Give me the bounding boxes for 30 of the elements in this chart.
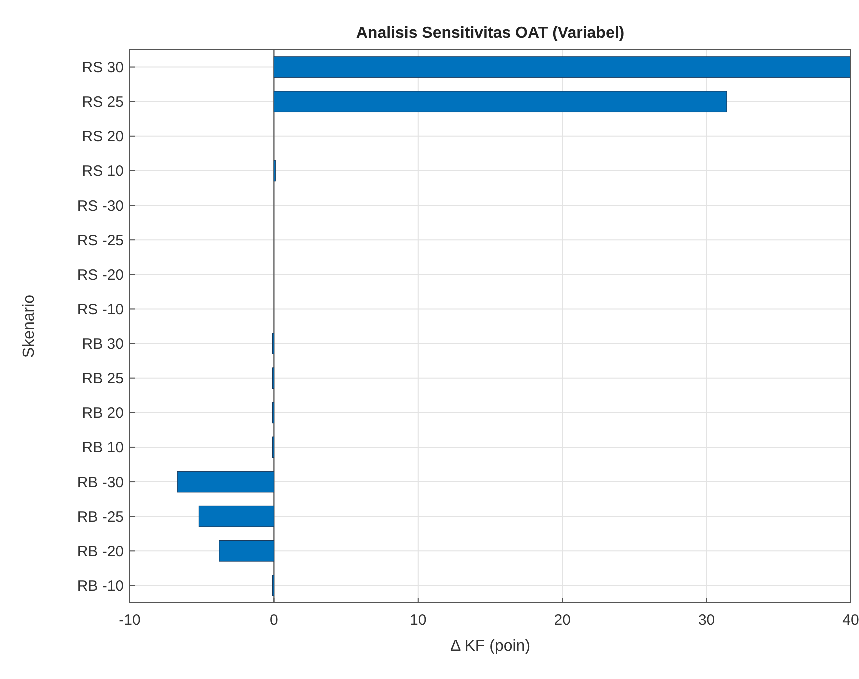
bar xyxy=(177,471,274,493)
y-tick-label: RS -20 xyxy=(77,266,124,284)
y-tick-label: RS 20 xyxy=(82,128,124,146)
y-tick-label: RS -10 xyxy=(77,301,124,318)
y-tick-label: RB -10 xyxy=(77,578,124,595)
bar xyxy=(274,56,852,78)
y-tick-label: RS 25 xyxy=(82,94,124,112)
y-tick-label: RB -25 xyxy=(77,508,124,526)
y-tick-label: RB 10 xyxy=(82,440,124,457)
chart-title: Analisis Sensitivitas OAT (Variabel) xyxy=(356,25,625,42)
x-axis-title: Δ KF (poin) xyxy=(450,638,531,655)
x-tick-label: 10 xyxy=(410,612,427,629)
y-tick-label: RB 25 xyxy=(82,370,124,388)
y-tick-label: RB 30 xyxy=(82,336,124,354)
y-tick-label: RB -20 xyxy=(77,543,124,560)
bar xyxy=(219,540,274,562)
y-tick-label: RS -25 xyxy=(77,232,124,250)
y-tick-label: RB -30 xyxy=(77,474,124,492)
x-tick-label: 0 xyxy=(270,612,278,629)
y-tick-label: RS 30 xyxy=(82,60,124,77)
x-tick-label: 30 xyxy=(698,612,716,629)
x-tick-label: 20 xyxy=(554,612,571,629)
y-tick-label: RB 20 xyxy=(82,405,124,422)
y-axis-title: Skenario xyxy=(21,294,38,358)
bar xyxy=(274,91,728,113)
y-tick-label: RS 10 xyxy=(82,163,124,180)
x-tick-label: -10 xyxy=(119,612,141,629)
y-tick-label: RS -30 xyxy=(77,198,124,215)
x-tick-label: 40 xyxy=(842,612,859,629)
bar xyxy=(198,506,274,528)
